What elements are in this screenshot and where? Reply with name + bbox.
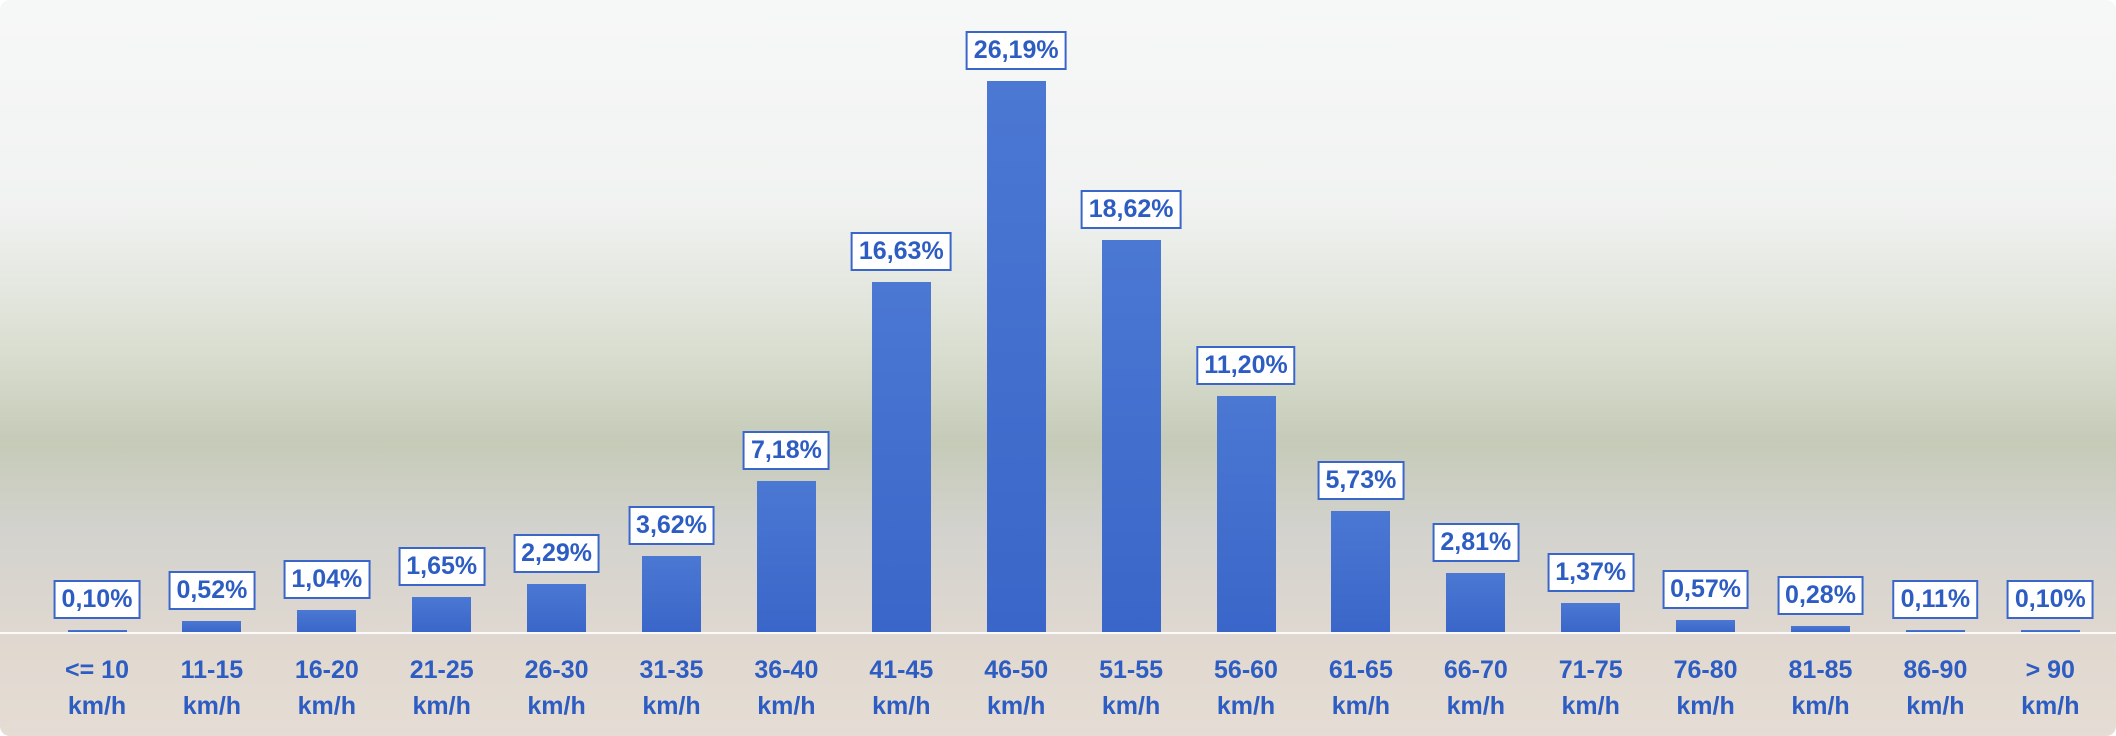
x-tick-label: 81-85 km/h [1771,652,1871,724]
bar [297,610,356,632]
value-label: 0,52% [168,571,255,610]
x-tick-label: 61-65 km/h [1311,652,1411,724]
value-label: 0,10% [54,580,141,619]
value-label: 0,10% [2007,580,2094,619]
x-tick-label: 31-35 km/h [622,652,722,724]
value-label: 5,73% [1317,461,1404,500]
chart: 0,10% <= 10 km/h 0,52% 11-15 km/h 1,04% 16-20… [0,0,2116,736]
value-label: 2,29% [513,534,600,573]
bar [1102,240,1161,632]
bar [1561,603,1620,632]
bar [68,630,127,632]
x-tick-label: 41-45 km/h [851,652,951,724]
value-label: 26,19% [966,31,1067,70]
value-label: 7,18% [743,431,830,470]
value-label: 3,62% [628,506,715,545]
x-tick-label: 66-70 km/h [1426,652,1526,724]
bar [1676,620,1735,632]
value-label: 11,20% [1196,346,1295,385]
x-tick-label: 26-30 km/h [507,652,607,724]
bar [872,282,931,632]
bar [1331,511,1390,632]
x-tick-label: 11-15 km/h [162,652,262,724]
x-tick-label: 51-55 km/h [1081,652,1181,724]
value-label: 1,37% [1547,553,1634,592]
bar [412,597,471,632]
bar [1791,626,1850,632]
value-label: 16,63% [851,232,952,271]
bar [182,621,241,632]
value-label: 1,04% [283,560,370,599]
bar [1217,396,1276,632]
value-label: 18,62% [1081,190,1182,229]
bar [1446,573,1505,632]
bar [527,584,586,632]
x-tick-label: 71-75 km/h [1541,652,1641,724]
x-tick-label: 21-25 km/h [392,652,492,724]
x-tick-label: <= 10 km/h [47,652,147,724]
bar [987,81,1046,632]
x-tick-label: > 90 km/h [2000,652,2100,724]
bar [2021,630,2080,632]
baseline [0,632,2116,634]
x-tick-label: 56-60 km/h [1196,652,1296,724]
x-tick-label: 36-40 km/h [736,652,836,724]
value-label: 0,11% [1893,580,1979,619]
x-tick-label: 76-80 km/h [1656,652,1756,724]
bar [642,556,701,632]
value-label: 0,57% [1662,570,1749,609]
bar [757,481,816,632]
value-label: 2,81% [1432,523,1519,562]
value-label: 0,28% [1777,576,1864,615]
x-tick-label: 86-90 km/h [1885,652,1985,724]
bar [1906,630,1965,632]
value-label: 1,65% [398,547,485,586]
x-tick-label: 16-20 km/h [277,652,377,724]
x-tick-label: 46-50 km/h [966,652,1066,724]
